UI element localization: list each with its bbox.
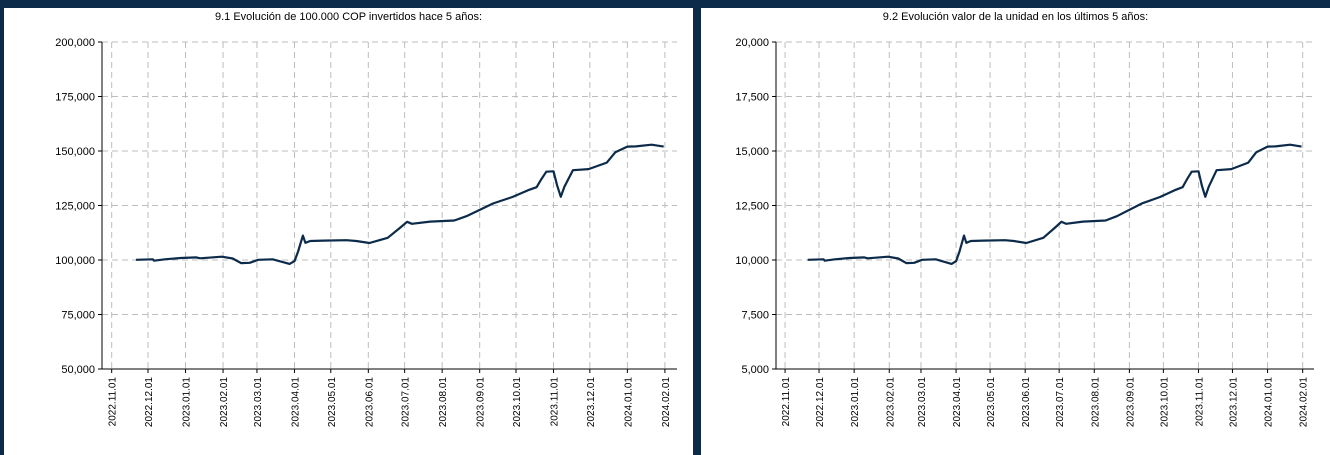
chart-title: 9.1 Evolución de 100.000 COP invertidos … [214,11,483,23]
y-tick-label: 75,000 [61,310,95,322]
x-tick-label: 2023.01.01 [850,377,861,427]
x-tick-label: 2023.04.01 [952,377,963,427]
x-tick-label: 2023.02.01 [885,377,896,427]
x-tick-label: 2023.11.01 [1194,377,1205,427]
y-tick-label: 10,000 [735,255,769,267]
x-tick-label: 2023.06.01 [1021,377,1032,427]
x-tick-label: 2023.07.01 [401,377,412,427]
y-tick-label: 5,000 [741,364,769,376]
y-tick-label: 200,000 [55,37,95,49]
y-tick-label: 15,000 [735,146,769,158]
x-tick-label: 2023.03.01 [917,377,928,427]
x-tick-label: 2023.05.01 [327,377,338,427]
x-tick-label: 2023.12.01 [586,377,597,427]
x-tick-label: 2023.07.01 [1055,377,1066,427]
chart-panel-investment: 50,000 75,000 100,000 125,000 150,000 175,000… [4,8,693,455]
x-tick-label: 2024.01.01 [623,377,634,427]
x-tick-label: 2023.12.01 [1228,377,1239,427]
x-tick-label: 2023.10.01 [1159,377,1170,427]
x-tick-label: 2023.05.01 [986,377,997,427]
chart-title: 9.2 Evolución valor de la unidad en los … [882,11,1149,23]
x-tick-label: 2024.02.01 [1299,377,1310,427]
x-tick-label: 2023.11.01 [550,377,561,427]
y-tick-label: 150,000 [55,146,95,158]
x-tick-label: 2023.09.01 [476,377,487,427]
panel-divider [693,0,701,455]
top-frame-bar [0,0,1330,8]
x-tick-label: 2023.03.01 [253,377,264,427]
y-tick-label: 100,000 [55,255,95,267]
x-tick-label: 2022.11.01 [108,377,119,427]
investment-chart-svg: 50,000 75,000 100,000 125,000 150,000 175,000… [55,37,677,427]
x-tick-label: 2023.09.01 [1125,377,1136,427]
y-tick-label: 125,000 [55,201,95,213]
unit-value-chart-svg: 5,000 7,500 10,000 12,500 15,000 17,500 20,000… [735,37,1314,427]
y-tick-label: 20,000 [735,37,769,49]
x-tick-label: 2024.01.01 [1264,377,1275,427]
x-tick-label: 2022.12.01 [144,377,155,427]
y-tick-label: 50,000 [61,364,95,376]
x-tick-label: 2023.02.01 [219,377,230,427]
x-tick-label: 2024.02.01 [661,377,672,427]
chart-panel-unit-value: 5,000 7,500 10,000 12,500 15,000 17,500 20,000… [701,8,1330,455]
left-frame-bar [0,0,4,455]
x-tick-label: 2023.08.01 [438,377,449,427]
series-line [807,143,1302,265]
series-line [135,143,664,265]
x-tick-label: 2022.12.01 [815,377,826,427]
y-tick-label: 12,500 [735,201,769,213]
y-tick-label: 17,500 [735,92,769,104]
x-tick-label: 2022.11.01 [781,377,792,427]
x-tick-label: 2023.01.01 [182,377,193,427]
x-tick-label: 2023.10.01 [512,377,523,427]
y-tick-label: 175,000 [55,92,95,104]
x-tick-label: 2023.08.01 [1090,377,1101,427]
y-tick-label: 7,500 [741,310,769,322]
x-tick-label: 2023.04.01 [290,377,301,427]
x-tick-label: 2023.06.01 [364,377,375,427]
